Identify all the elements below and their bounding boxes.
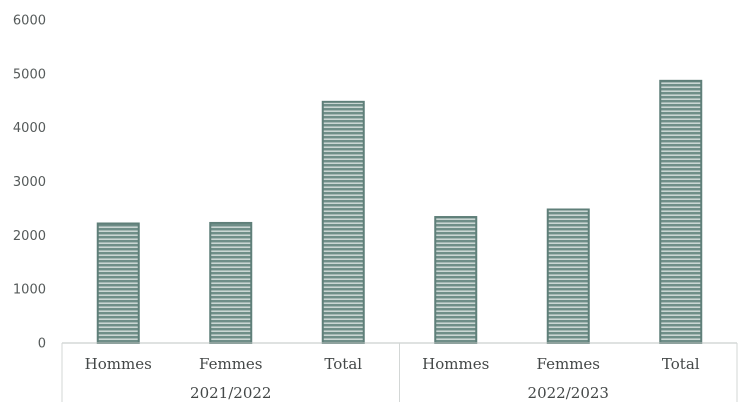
bars-layer bbox=[96, 79, 703, 345]
group-label: 2021/2022 bbox=[190, 384, 271, 402]
x-axis: Hommes Femmes Total 2021/2022 Hommes Femmes To… bbox=[61, 342, 738, 402]
x-tick-label: Femmes bbox=[537, 355, 601, 373]
bar-2021-2022-hommes bbox=[96, 222, 140, 345]
group-label: 2022/2023 bbox=[528, 384, 609, 402]
bar-2022-2023-femmes bbox=[546, 208, 590, 344]
y-axis: 0 1000 2000 3000 4000 5000 6000 bbox=[13, 14, 46, 352]
x-tick-label: Femmes bbox=[199, 355, 263, 373]
y-tick-label: 5000 bbox=[13, 67, 46, 82]
bar-2022-2023-total bbox=[659, 79, 703, 344]
x-tick-label: Total bbox=[324, 355, 362, 373]
x-tick-label: Hommes bbox=[422, 355, 489, 373]
y-tick-label: 2000 bbox=[13, 229, 46, 244]
y-tick-label: 3000 bbox=[13, 175, 46, 190]
y-tick-label: 4000 bbox=[13, 121, 46, 136]
x-tick-label: Total bbox=[662, 355, 700, 373]
x-tick-label: Hommes bbox=[85, 355, 152, 373]
y-tick-label: 1000 bbox=[13, 283, 46, 298]
y-tick-label: 0 bbox=[38, 337, 46, 352]
bar-2021-2022-total bbox=[321, 100, 365, 345]
bar-2022-2023-hommes bbox=[434, 216, 478, 344]
bar-2021-2022-femmes bbox=[209, 221, 253, 344]
y-tick-label: 6000 bbox=[13, 14, 46, 29]
